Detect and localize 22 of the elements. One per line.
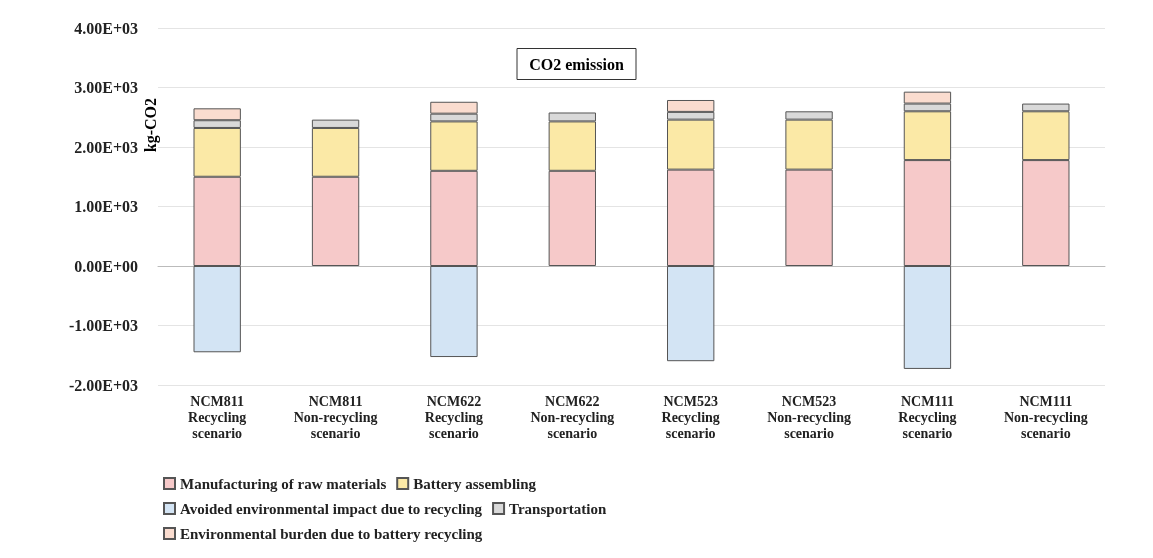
y-tick-label: 4.00E+03 <box>74 19 138 37</box>
legend-label: Transportation <box>509 500 607 517</box>
x-tick-label: NCM523 Recycling scenario <box>661 393 720 441</box>
text: CO2 emission <box>529 55 624 73</box>
x-tick-label: NCM811 Non-recycling scenario <box>293 393 378 441</box>
y-tick-label: 2.00E+03 <box>74 138 138 156</box>
x-tick-label: NCM622 Recycling scenario <box>424 393 484 441</box>
legend-label: Manufacturing of raw materials <box>180 475 387 492</box>
x-tick-label: NCM523 Non-recycling scenario <box>767 393 851 441</box>
x-tick-label: NCM111 Recycling scenario <box>898 393 957 441</box>
y-tick-label: 1.00E+03 <box>74 198 138 215</box>
y-tick-label: -1.00E+03 <box>68 317 138 334</box>
y-tick-label: 3.00E+03 <box>74 79 138 96</box>
y-tick-label: -2.00E+03 <box>68 376 138 394</box>
legend-label: Avoided environmental impact due to recycling <box>180 500 483 517</box>
y-tick-label: 0.00E+00 <box>74 257 138 275</box>
x-tick-label: NCM111 Non-recycling scenario <box>1003 393 1088 441</box>
y-axis-title: kg-CO2 <box>141 98 160 153</box>
x-tick-label: NCM811 Recycling scenario <box>188 393 247 441</box>
x-tick-label: NCM622 Non-recycling scenario <box>530 393 615 441</box>
legend-label: Environmental burden due to battery recycling <box>180 525 483 542</box>
legend-label: Battery assembling <box>413 475 537 492</box>
